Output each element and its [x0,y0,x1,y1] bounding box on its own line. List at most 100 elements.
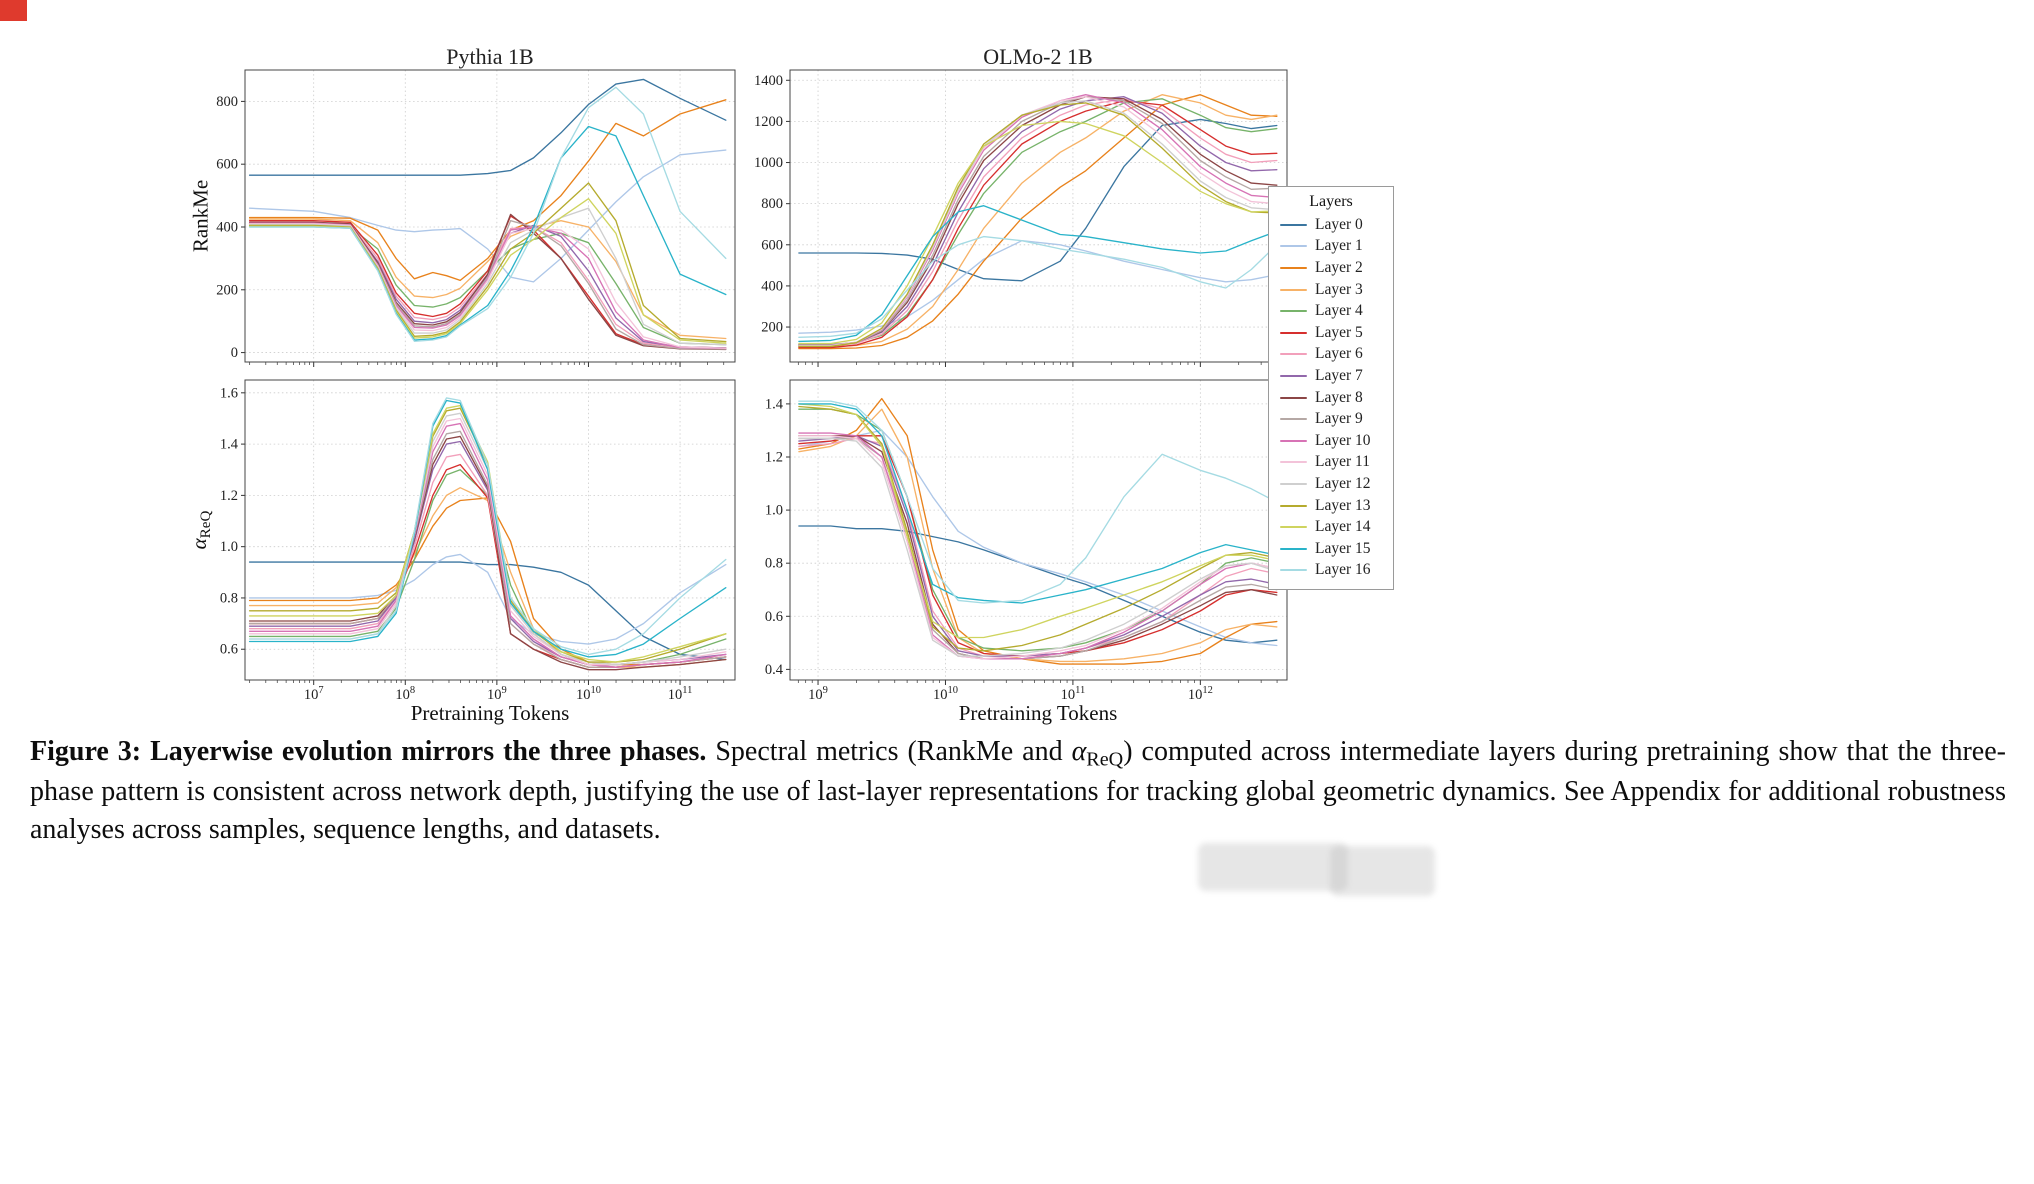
chart-olmo-rankme: 200 400 600 800 1000 1200 1400 [754,69,1288,367]
legend-item: Layer 0 [1280,214,1382,236]
series-line-layer-3 [798,94,1278,348]
svg-text:0.8: 0.8 [765,556,783,572]
series-line-layer-9 [798,96,1278,347]
series-line-layer-12 [248,412,727,666]
svg-text:1.6: 1.6 [220,385,238,401]
legend-line-swatch [1280,526,1307,529]
legend-item-label: Layer 12 [1315,474,1371,492]
svg-text:400: 400 [761,278,783,294]
legend-item: Layer 16 [1280,560,1382,582]
gridlines [245,70,735,362]
series-line-layer-14 [798,120,1278,345]
svg-text:800: 800 [761,196,783,212]
svg-text:200: 200 [761,320,783,336]
legend-item: Layer 13 [1280,495,1382,517]
svg-text:1.2: 1.2 [220,488,238,504]
caption-segment: ReQ [1086,748,1124,771]
series-line-layer-16 [248,397,727,656]
series-line-layer-15 [798,403,1278,604]
plot-border [244,379,736,681]
svg-text:1.4: 1.4 [765,396,784,412]
legend-item-label: Layer 3 [1315,280,1363,298]
legend-item-label: Layer 5 [1315,323,1363,341]
svg-text:1.4: 1.4 [220,437,239,453]
series-line-layer-15 [798,205,1278,343]
legend-item-label: Layer 0 [1315,215,1363,233]
figure-caption: Figure 3: Layerwise evolution mirrors th… [30,733,2006,848]
series-line-layer-13 [798,405,1278,652]
legend-item: Layer 1 [1280,236,1382,258]
series-line-layer-5 [798,435,1278,657]
svg-text:1.0: 1.0 [765,503,783,519]
series-line-layer-1 [248,553,727,645]
series-line-layer-5 [798,100,1278,349]
legend-item: Layer 4 [1280,300,1382,322]
legend-line-swatch [1280,396,1307,399]
series-line-layer-10 [248,422,727,668]
series-line-layer-3 [248,487,727,668]
svg-text:400: 400 [216,219,238,235]
series-line-layer-10 [798,432,1278,660]
svg-text:1011: 1011 [668,685,693,703]
series-line-layer-1 [248,149,727,283]
legend-line-swatch [1280,266,1307,269]
legend-line-swatch [1280,461,1307,464]
svg-text:1000: 1000 [754,155,783,171]
series-lines [248,397,727,671]
legend-line-swatch [1280,439,1307,442]
svg-text:200: 200 [216,282,238,298]
legend-line-swatch [1280,418,1307,421]
svg-text:600: 600 [216,157,238,173]
series-lines [798,94,1278,350]
axes: 200 400 600 800 1000 1200 1400 [754,69,1288,367]
series-line-layer-7 [798,435,1278,657]
legend-line-swatch [1280,310,1307,313]
chart-title-pythia: Pythia 1B [446,44,534,69]
legend-item: Layer 9 [1280,408,1382,430]
svg-text:800: 800 [216,94,238,110]
legend-item: Layer 11 [1280,452,1382,474]
series-lines [248,78,727,351]
series-line-layer-16 [798,235,1278,338]
caption-segment: Figure 3: Layerwise evolution mirrors th… [30,736,707,767]
svg-text:1400: 1400 [754,73,783,89]
svg-text:0: 0 [231,345,238,361]
legend-item-label: Layer 4 [1315,302,1363,320]
legend-item: Layer 3 [1280,279,1382,301]
legend-line-swatch [1280,547,1307,550]
legend-line-swatch [1280,288,1307,291]
legend: Layers Layer 0 Layer 1 Layer 2 Layer 3 Layer… [1268,186,1394,591]
legend-line-swatch [1280,374,1307,377]
legend-item-label: Layer 16 [1315,561,1371,579]
xlabel-left: Pretraining Tokens [410,701,570,725]
legend-line-swatch [1280,504,1307,507]
corner-marker [0,0,27,21]
legend-item-label: Layer 13 [1315,496,1371,514]
gridlines [790,380,1287,680]
series-line-layer-6 [798,98,1278,347]
svg-text:1200: 1200 [754,114,783,130]
axes: 0 200 400 600 800 [216,69,736,367]
svg-text:0.8: 0.8 [220,590,238,606]
legend-item: Layer 6 [1280,344,1382,366]
legend-item: Layer 10 [1280,430,1382,452]
series-line-layer-0 [798,525,1278,644]
series-line-layer-15 [248,399,727,658]
legend-item: Layer 5 [1280,322,1382,344]
legend-items: Layer 0 Layer 1 Layer 2 Layer 3 Layer 4 Layer… [1280,214,1382,581]
legend-item: Layer 15 [1280,538,1382,560]
xlabel-right: Pretraining Tokens [958,701,1118,725]
svg-text:109: 109 [808,685,828,703]
legend-item-label: Layer 1 [1315,237,1363,255]
legend-item-label: Layer 2 [1315,258,1363,276]
svg-text:0.6: 0.6 [765,609,783,625]
legend-item: Layer 8 [1280,387,1382,409]
series-line-layer-11 [798,435,1278,660]
legend-item: Layer 14 [1280,516,1382,538]
series-line-layer-16 [798,400,1278,604]
legend-item: Layer 7 [1280,365,1382,387]
series-line-layer-2 [248,99,727,282]
